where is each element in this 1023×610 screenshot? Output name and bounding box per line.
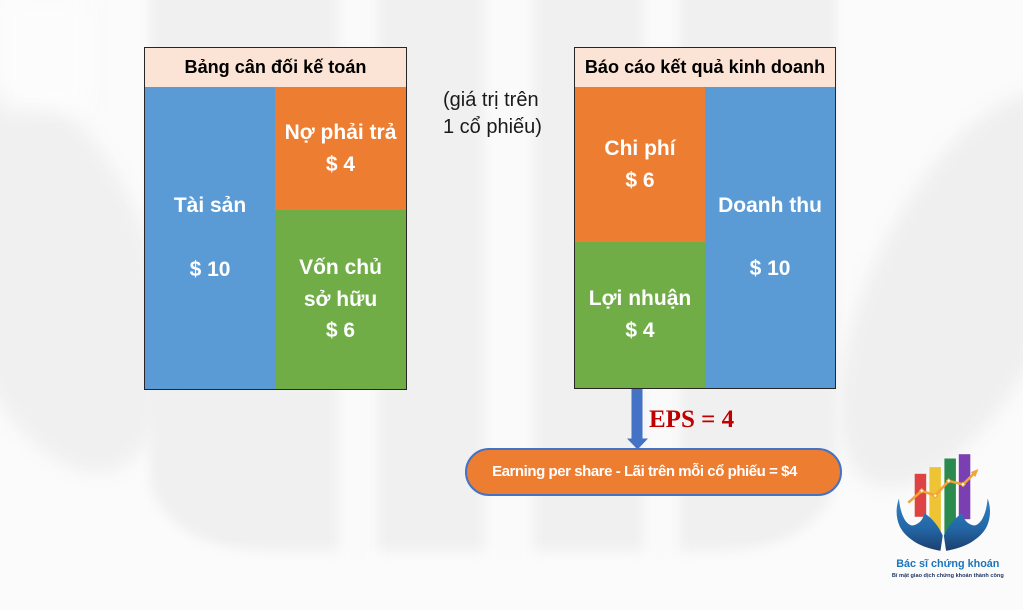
svg-text:Bác sĩ chứng khoán: Bác sĩ chứng khoán [896,558,999,570]
svg-text:Bí mật giao dịch chứng khoán t: Bí mật giao dịch chứng khoán thành công [892,573,1004,579]
